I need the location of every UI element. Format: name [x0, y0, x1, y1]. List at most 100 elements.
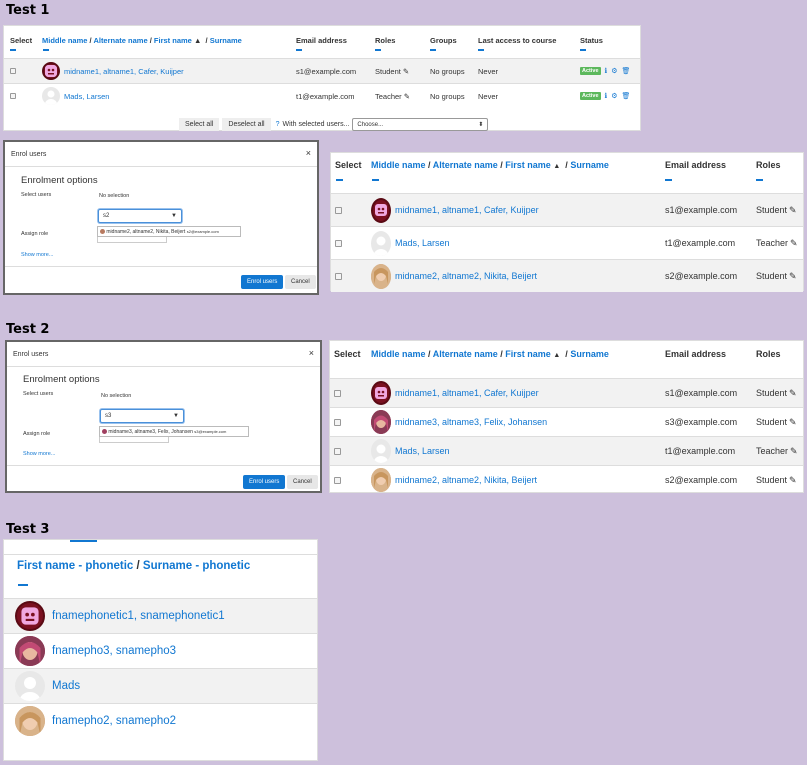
avatar [15, 671, 45, 701]
collapse-icon[interactable] [10, 49, 16, 51]
collapse-icon[interactable] [296, 49, 302, 51]
sort-surname[interactable]: Surname [570, 349, 609, 359]
sort-alternate-name[interactable]: Alternate name [93, 36, 148, 45]
user-link[interactable]: Mads, Larsen [64, 91, 110, 101]
row-checkbox[interactable] [335, 272, 342, 280]
row-checkbox[interactable] [334, 418, 341, 426]
cancel-button[interactable]: Cancel [287, 475, 318, 489]
sort-first-name-phonetic[interactable]: First name - phonetic [17, 560, 134, 572]
sort-email[interactable]: Email address [665, 160, 727, 170]
edit-pencil-icon[interactable]: ✎ [403, 91, 410, 101]
table-row: fnamephonetic1, snamephonetic1 [4, 598, 317, 633]
row-checkbox[interactable] [335, 206, 342, 214]
trash-icon[interactable]: 🗑 [621, 68, 631, 75]
user-link[interactable]: midname2, altname2, Nikita, Beijert [395, 271, 538, 281]
edit-pencil-icon[interactable]: ✎ [789, 387, 797, 398]
show-more-link[interactable]: Show more... [23, 451, 56, 457]
row-checkbox[interactable] [334, 447, 341, 455]
select-all-button[interactable]: Select all [179, 118, 220, 131]
row-checkbox[interactable] [334, 476, 341, 484]
email: s1@example.com [665, 205, 738, 215]
edit-pencil-icon[interactable]: ✎ [402, 66, 410, 76]
suggestion-item[interactable]: midname2, altname2, Nikita, Beijert s2@e… [97, 226, 241, 237]
user-link[interactable]: midname2, altname2, Nikita, Beijert [395, 475, 538, 485]
gear-icon[interactable]: ⚙ [611, 93, 618, 100]
enrol-users-button[interactable]: Enrol users [241, 275, 284, 289]
sort-last-access[interactable]: Last access to course [478, 36, 557, 45]
help-icon[interactable]: ? [275, 121, 280, 128]
bulk-action-select[interactable]: Choose... ⬍ [352, 118, 489, 131]
collapse-icon[interactable] [665, 179, 672, 181]
edit-pencil-icon[interactable]: ✎ [790, 237, 798, 248]
row-checkbox[interactable] [10, 68, 16, 74]
collapse-icon[interactable] [756, 179, 763, 181]
edit-pencil-icon[interactable]: ✎ [790, 445, 798, 456]
sort-first-name[interactable]: First name [505, 160, 551, 170]
close-icon[interactable]: × [308, 348, 314, 358]
user-link[interactable]: Mads, Larsen [395, 238, 450, 248]
row-checkbox[interactable] [10, 93, 16, 99]
email: t1@example.com [665, 238, 736, 248]
info-icon[interactable]: ℹ [604, 93, 608, 100]
collapse-icon[interactable] [18, 584, 28, 586]
collapse-icon[interactable] [430, 49, 436, 51]
sort-middle-name[interactable]: Middle name [371, 160, 426, 170]
collapse-icon[interactable] [375, 49, 381, 51]
table-row: midname3, altname3, Felix, Johansen s3@e… [330, 407, 803, 436]
user-link[interactable]: Mads [52, 680, 81, 692]
table-row: midname1, altname1, Cafer, Kuijper s1@ex… [330, 378, 803, 407]
show-more-link[interactable]: Show more... [21, 252, 54, 258]
table-row: midname2, altname2, Nikita, Beijert s2@e… [331, 259, 803, 292]
collapse-icon[interactable] [478, 49, 484, 51]
sort-email[interactable]: Email address [665, 349, 727, 359]
sort-alternate-name[interactable]: Alternate name [432, 160, 498, 170]
sort-first-name[interactable]: First name [505, 349, 551, 359]
col-roles: Roles [756, 160, 781, 170]
sort-middle-name[interactable]: Middle name [42, 36, 88, 45]
cancel-button[interactable]: Cancel [285, 275, 316, 289]
enrol-users-button[interactable]: Enrol users [243, 475, 286, 489]
user-link[interactable]: midname3, altname3, Felix, Johansen [395, 417, 548, 427]
edit-pencil-icon[interactable]: ✎ [789, 270, 797, 281]
sort-surname[interactable]: Surname [209, 36, 242, 45]
edit-pencil-icon[interactable]: ✎ [789, 416, 797, 427]
sort-alternate-name[interactable]: Alternate name [432, 349, 498, 359]
user-link[interactable]: midname1, altname1, Cafer, Kuijper [395, 388, 539, 398]
close-icon[interactable]: × [305, 148, 311, 158]
sort-ascending-icon: ▲ [193, 36, 202, 45]
col-select: Select [10, 36, 33, 45]
sort-email[interactable]: Email address [296, 36, 347, 45]
avatar [15, 636, 45, 666]
modal-title: Enrol users [11, 151, 47, 158]
sort-surname-phonetic[interactable]: Surname - phonetic [142, 560, 251, 572]
col-name-header: Middle name / Alternate name / First nam… [42, 36, 242, 45]
gear-icon[interactable]: ⚙ [611, 68, 618, 75]
edit-pencil-icon[interactable]: ✎ [789, 474, 797, 485]
user-search-input[interactable]: s3 ▼ [100, 409, 184, 423]
user-link[interactable]: midname1, altname1, Cafer, Kuijper [64, 66, 184, 76]
deselect-all-button[interactable]: Deselect all [222, 118, 271, 131]
avatar [371, 410, 391, 434]
row-checkbox[interactable] [335, 239, 342, 247]
collapse-icon[interactable] [336, 179, 343, 181]
user-link[interactable]: fnamepho3, snamepho3 [52, 645, 177, 657]
collapse-icon[interactable] [43, 49, 49, 51]
trash-icon[interactable]: 🗑 [621, 93, 631, 100]
row-checkbox[interactable] [334, 389, 341, 397]
sort-first-name[interactable]: First name [153, 36, 192, 45]
collapse-icon[interactable] [580, 49, 586, 51]
suggestion-item[interactable]: midname3, altname3, Felix, Johansen s3@e… [99, 426, 249, 437]
table-row: midname1, altname1, Cafer, Kuijper s1@ex… [4, 58, 640, 83]
user-link[interactable]: fnamepho2, snamepho2 [52, 715, 177, 727]
sort-surname[interactable]: Surname [570, 160, 609, 170]
info-icon[interactable]: ℹ [604, 68, 608, 75]
collapse-icon[interactable] [372, 179, 379, 181]
user-link[interactable]: fnamephonetic1, snamephonetic1 [52, 610, 225, 622]
edit-pencil-icon[interactable]: ✎ [789, 204, 797, 215]
user-search-input[interactable]: s2 ▼ [98, 209, 182, 223]
no-selection: No selection [99, 193, 130, 199]
user-link[interactable]: Mads, Larsen [395, 446, 450, 456]
table-row: midname1, altname1, Cafer, Kuijper s1@ex… [331, 193, 803, 226]
sort-middle-name[interactable]: Middle name [371, 349, 426, 359]
user-link[interactable]: midname1, altname1, Cafer, Kuijper [395, 205, 539, 215]
